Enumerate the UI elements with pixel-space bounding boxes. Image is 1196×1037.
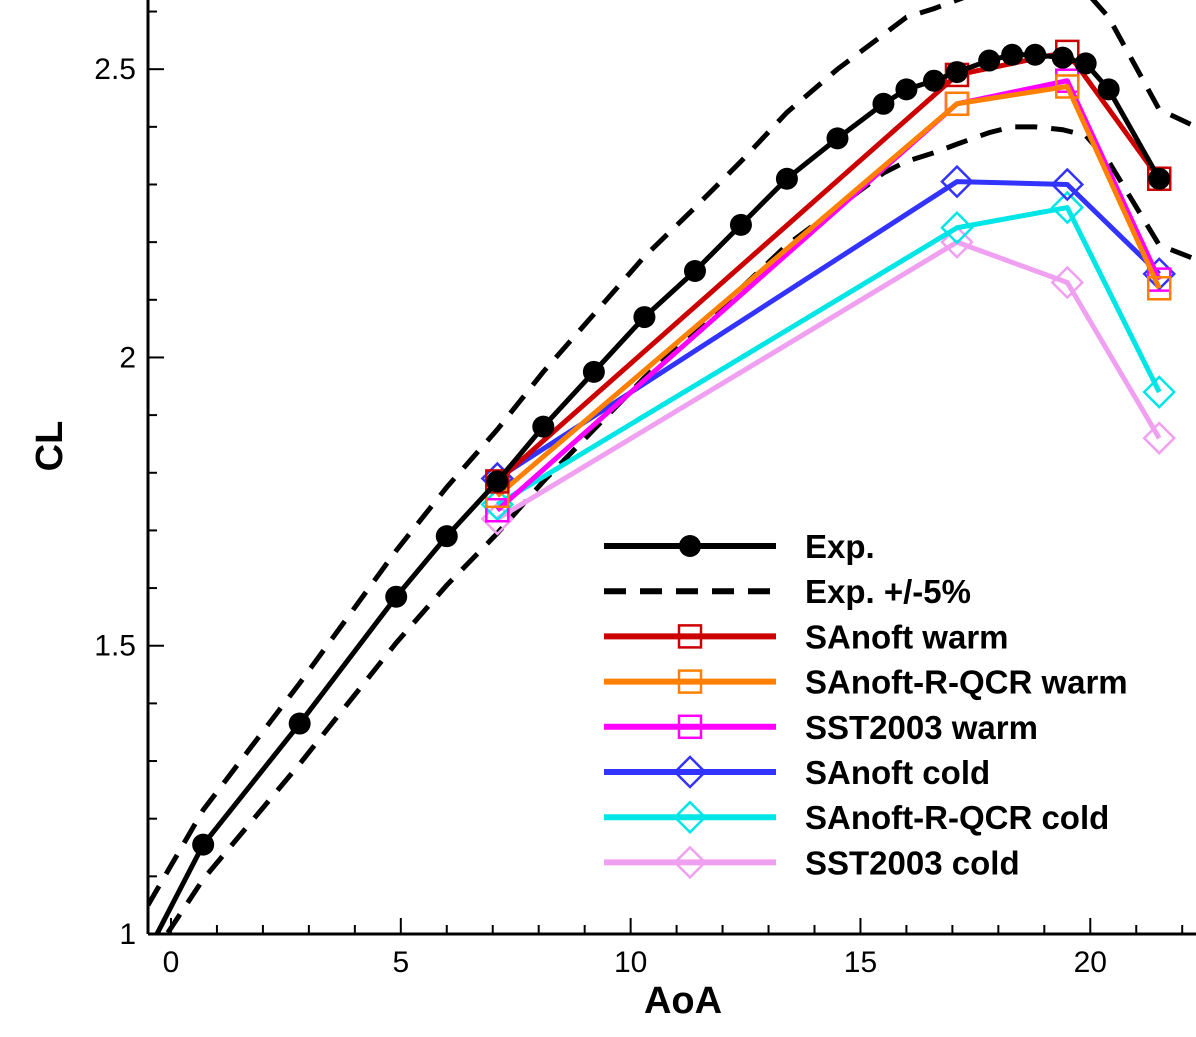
legend-swatch-marker: [673, 800, 707, 834]
sanoft-cold-line: [495, 179, 1161, 481]
legend-label: SST2003 warm: [805, 709, 1038, 746]
x-tick-label: 20: [1074, 946, 1107, 979]
exp-point: [895, 78, 918, 101]
sst2003-cold-line: [496, 239, 1162, 522]
exp-point: [486, 470, 509, 493]
sanoft-r-qcr-cold-point: [1142, 375, 1176, 409]
legend-swatch-marker: [677, 714, 703, 740]
legend-swatch-marker: [673, 845, 707, 880]
series-exp: [154, 43, 1171, 934]
sanoft-r-qcr-cold-point: [940, 210, 974, 245]
legend-item-exp-5-: Exp. +/-5%: [604, 573, 971, 610]
y-tick-label: 2.5: [94, 53, 136, 86]
exp-point: [945, 61, 968, 84]
legend-label: SAnoft-R-QCR warm: [805, 664, 1128, 701]
x-tick-label: 0: [163, 946, 180, 979]
legend-swatch-marker: [677, 624, 703, 649]
legend-label: SST2003 cold: [805, 844, 1020, 881]
exp-upper-bound-line: [148, 0, 1196, 907]
legend-swatch-marker: [677, 669, 703, 694]
exp-point: [532, 415, 555, 438]
exp-point: [1097, 78, 1120, 101]
sanoft-cold-point: [940, 164, 974, 199]
exp-point: [385, 585, 408, 608]
legend: Exp. Exp. +/-5% SAnoft warm SAnoft-R-QCR wa…: [604, 528, 1128, 881]
exp-point: [1051, 46, 1074, 69]
exp-point: [683, 259, 706, 282]
legend-swatch-marker: [673, 755, 707, 789]
exp-point: [872, 92, 895, 115]
sst2003-cold-point: [1050, 265, 1085, 300]
legend-label: SAnoft cold: [805, 754, 990, 791]
sanoft-r-qcr-cold-line: [496, 205, 1162, 507]
legend-label: Exp.: [805, 528, 875, 565]
series-layer: [148, 0, 1196, 934]
exp-point: [923, 69, 945, 92]
legend-item-sanoft-cold: SAnoft cold: [604, 754, 990, 791]
sanoft-r-qcr-cold-point: [1050, 190, 1085, 225]
exp-point: [1001, 43, 1024, 66]
exp-point: [633, 306, 656, 329]
exp-point: [288, 712, 311, 735]
exp-point: [1148, 167, 1171, 190]
sanoft-r-qcr-warm-line: [495, 83, 1162, 498]
exp-point: [582, 360, 605, 383]
exp-point: [729, 213, 752, 236]
x-tick-label: 15: [844, 946, 877, 979]
legend-label: SAnoft warm: [805, 618, 1009, 655]
x-tick-label: 5: [392, 946, 409, 979]
x-axis-title: AoA: [644, 980, 722, 1022]
series-sst2003-cold: [480, 225, 1176, 536]
exp-point: [1024, 43, 1047, 66]
legend-item-sanoft-r-qcr-cold: SAnoft-R-QCR cold: [604, 799, 1109, 836]
legend-item-exp-: Exp.: [604, 528, 875, 565]
y-tick-label: 1.5: [94, 630, 136, 663]
sanoft-r-qcr-warm-point: [1146, 276, 1172, 301]
y-axis-title: CL: [29, 421, 71, 472]
legend-item-sst2003-cold: SST2003 cold: [604, 844, 1020, 881]
y-tick-label: 1: [119, 918, 136, 951]
sst2003-warm-point: [485, 497, 510, 523]
exp-point: [775, 167, 798, 190]
legend-item-sst2003-warm: SST2003 warm: [604, 709, 1038, 746]
sst2003-cold-point: [940, 225, 974, 259]
exp-point: [826, 127, 849, 150]
exp-point: [978, 49, 1001, 72]
x-tick-label: 10: [614, 946, 647, 979]
exp-point: [192, 833, 215, 856]
legend-item-sanoft-r-qcr-warm: SAnoft-R-QCR warm: [604, 664, 1128, 701]
legend-label: SAnoft-R-QCR cold: [805, 799, 1109, 836]
sst2003-cold-point: [1142, 421, 1176, 455]
axes-frame: [146, 0, 1196, 936]
legend-label: Exp. +/-5%: [805, 573, 971, 610]
ticks-layer: 0 5 10 15 20 1 1.5 2 2.5: [94, 10, 1184, 979]
series-sanoft-r-qcr-cold: [480, 190, 1176, 522]
sanoft-r-qcr-warm-point: [944, 91, 970, 117]
exp-point: [435, 525, 458, 548]
legend-item-sanoft-warm: SAnoft warm: [604, 618, 1009, 655]
y-tick-label: 2: [119, 341, 136, 374]
sanoft-cold-point: [1050, 167, 1085, 202]
sst2003-warm-line: [495, 78, 1162, 513]
legend-swatch-marker: [679, 535, 701, 557]
sanoft-r-qcr-warm-point: [1055, 74, 1080, 99]
exp-point: [1074, 52, 1097, 75]
